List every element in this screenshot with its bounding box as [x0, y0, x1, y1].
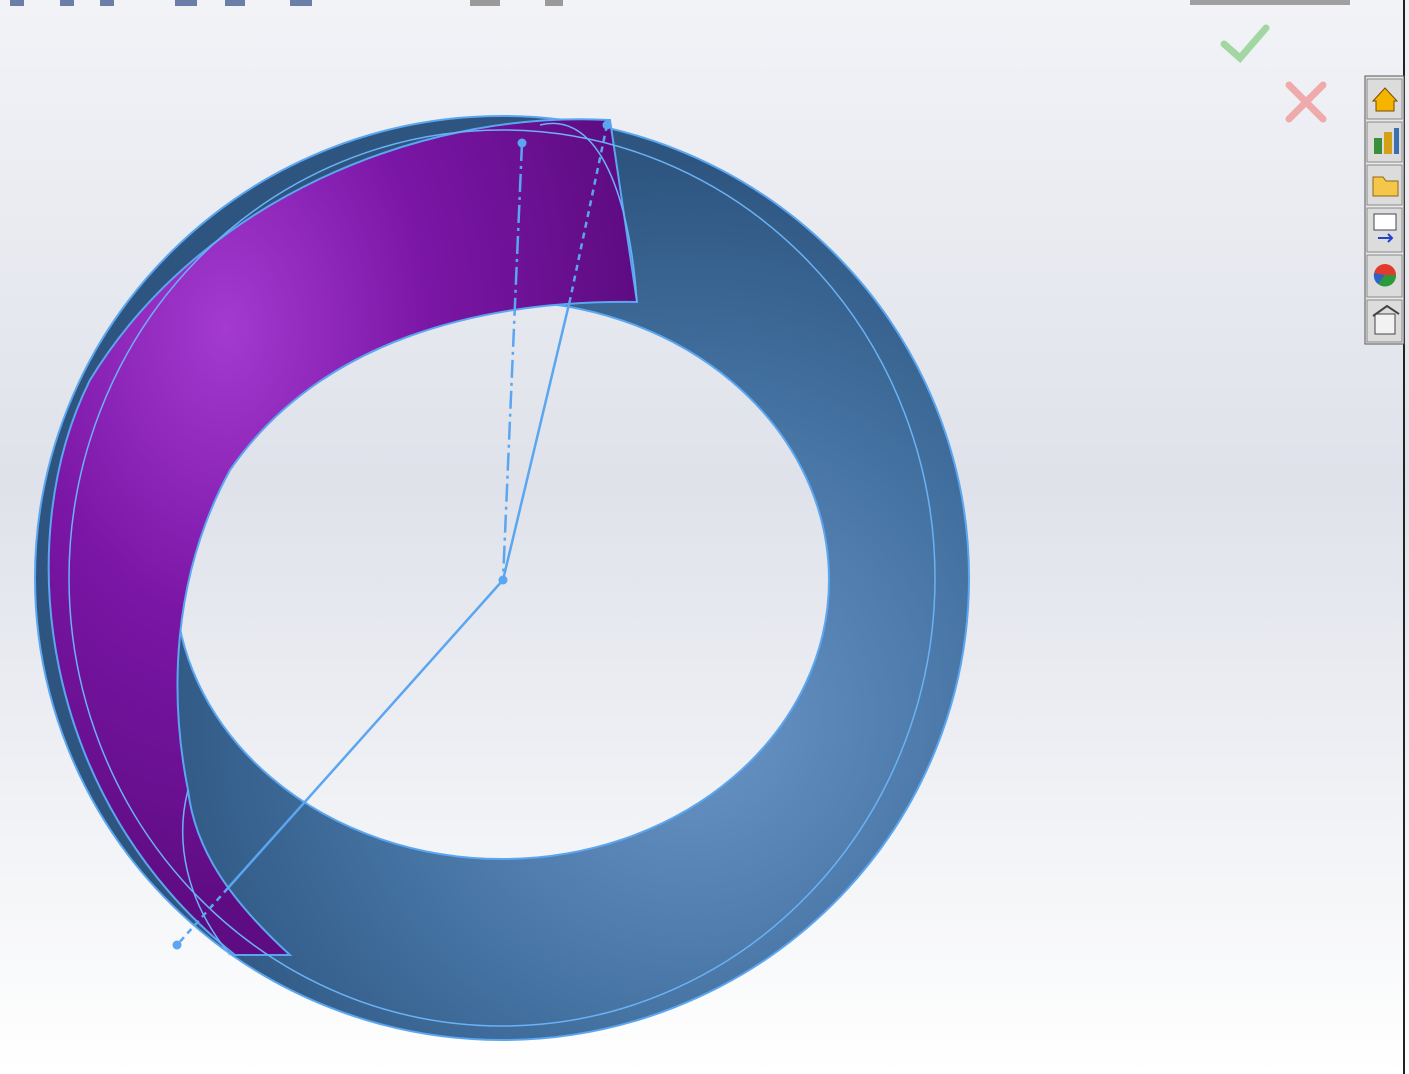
toolbar-icon[interactable]: [290, 0, 312, 6]
toolbar-icon[interactable]: [60, 0, 74, 6]
tab-home[interactable]: [1366, 78, 1403, 120]
tab-design-library[interactable]: [1366, 121, 1403, 163]
sketch-line: [227, 579, 504, 889]
axis-line: [501, 142, 524, 581]
edge-curve: [539, 122, 638, 303]
edge-curve: [182, 789, 231, 956]
cancel-button[interactable]: [1285, 81, 1327, 123]
sketch-point: [498, 575, 508, 585]
sketch-points: [172, 120, 612, 950]
task-pane-tabs: [1364, 75, 1405, 345]
sketch-line: [501, 299, 572, 581]
edge-curve: [68, 129, 936, 1027]
toolbar-icon[interactable]: [545, 0, 563, 6]
toolbar-icon[interactable]: [175, 0, 197, 6]
ok-button[interactable]: [1220, 24, 1270, 63]
sketch-point: [602, 120, 612, 130]
toolbar-icon[interactable]: [470, 0, 500, 6]
selected-face: [47, 118, 639, 956]
sketch-point: [517, 138, 527, 148]
hidden-line: [568, 124, 609, 301]
tab-file-explorer[interactable]: [1366, 164, 1403, 206]
tab-custom-properties[interactable]: [1366, 299, 1403, 343]
view-toolbar[interactable]: [1190, 0, 1350, 5]
tab-appearances[interactable]: [1366, 254, 1403, 298]
hidden-line: [176, 887, 229, 946]
tab-view-palette[interactable]: [1366, 207, 1403, 253]
sketch-point: [172, 940, 182, 950]
toolbar-icon[interactable]: [10, 0, 24, 6]
toolbar-icon[interactable]: [100, 0, 114, 6]
toolbar-icon[interactable]: [225, 0, 245, 6]
top-toolbar: [10, 0, 1350, 6]
sketch: [176, 124, 609, 946]
